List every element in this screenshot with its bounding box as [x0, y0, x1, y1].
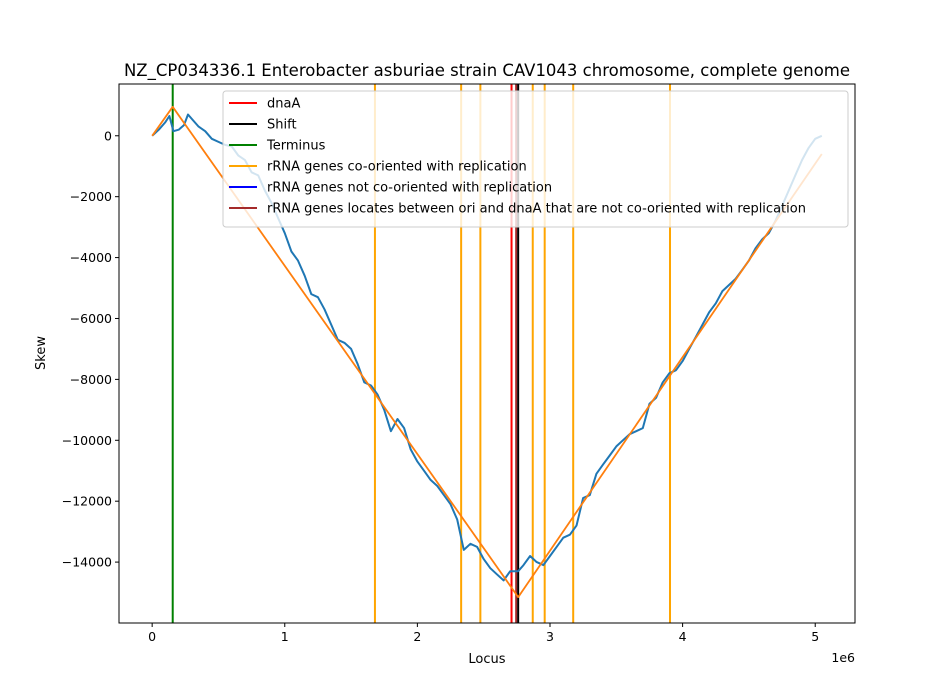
legend-label: Terminus	[266, 139, 326, 154]
axes-frame	[118, 83, 856, 624]
x-tick-label: 3	[546, 629, 554, 644]
legend-box	[222, 90, 849, 228]
legend-label: rRNA genes locates between ori and dnaA …	[267, 202, 806, 217]
y-tick-label: −14000	[62, 555, 112, 570]
chart-title: NZ_CP034336.1 Enterobacter asburiae stra…	[124, 61, 850, 81]
legend-label: dnaA	[267, 97, 300, 112]
x-axis-offset-text: 1e6	[831, 650, 855, 665]
y-tick-label: −4000	[70, 250, 112, 265]
y-tick-label: −12000	[62, 494, 112, 509]
y-tick-label: −8000	[70, 372, 112, 387]
axis-ticks: 0 1 2 3 4 5 0 −2000 −4000 −6000 −8000 −10000 −12000 −…	[62, 128, 819, 644]
y-tick-label: −6000	[70, 311, 112, 326]
y-axis-label: Skew	[34, 336, 49, 370]
x-tick-label: 0	[148, 629, 156, 644]
y-tick-label: −2000	[70, 189, 112, 204]
legend-label: rRNA genes not co-oriented with replicat…	[267, 181, 552, 196]
y-tick-label: −10000	[62, 433, 112, 448]
legend-label: rRNA genes co-oriented with replication	[267, 160, 527, 175]
x-axis-label: Locus	[468, 652, 505, 667]
x-tick-label: 2	[413, 629, 421, 644]
series-line-1	[151, 105, 823, 598]
x-tick-label: 1	[281, 629, 289, 644]
x-tick-label: 5	[811, 629, 819, 644]
y-tick-label: 0	[104, 128, 112, 143]
legend-label: Shift	[267, 118, 297, 133]
legend: dnaA Shift Terminus rRNA genes co-oriented …	[222, 90, 849, 228]
x-tick-label: 4	[679, 629, 687, 644]
